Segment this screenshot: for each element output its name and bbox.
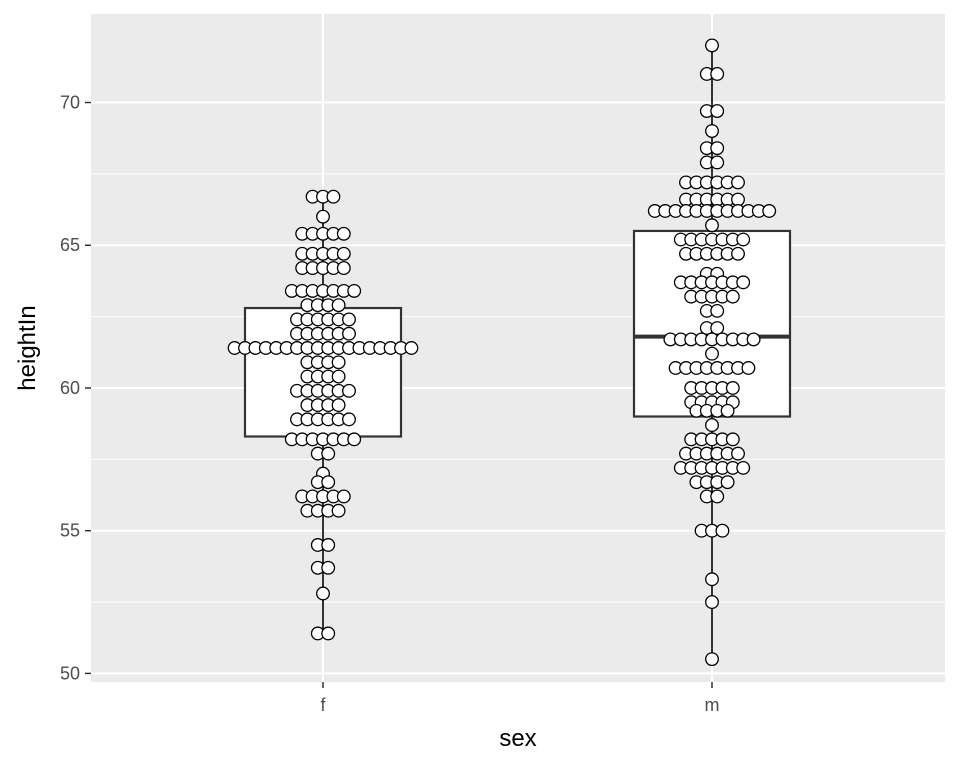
dot xyxy=(331,355,346,370)
dot xyxy=(321,475,336,490)
x-tick-label: m xyxy=(705,695,720,715)
x-tick-label: f xyxy=(320,695,326,715)
dot xyxy=(342,412,356,427)
dot xyxy=(705,38,719,53)
dot xyxy=(347,283,362,298)
dot xyxy=(731,446,745,461)
dot xyxy=(762,204,777,218)
dot xyxy=(331,298,346,313)
dot xyxy=(725,289,740,304)
dot xyxy=(321,626,336,641)
dot xyxy=(710,141,725,156)
dot xyxy=(705,652,719,667)
dot xyxy=(731,175,745,190)
dot xyxy=(342,312,356,327)
dot xyxy=(720,403,735,418)
dot xyxy=(710,155,725,170)
dot xyxy=(725,432,740,447)
dot xyxy=(321,538,336,552)
y-tick-label: 50 xyxy=(60,663,80,683)
y-axis-title: heightIn xyxy=(14,305,41,390)
dot xyxy=(746,332,761,347)
dot xyxy=(710,321,725,335)
y-axis: 50 55 60 65 70 xyxy=(60,92,91,683)
x-axis-title: sex xyxy=(499,725,536,752)
dot xyxy=(331,398,346,413)
dot xyxy=(336,261,351,276)
y-tick-label: 60 xyxy=(60,378,80,398)
dot xyxy=(720,475,735,490)
dot xyxy=(326,189,341,204)
plot-panel xyxy=(91,14,945,682)
dot xyxy=(731,246,745,261)
dot xyxy=(710,303,725,318)
dot xyxy=(331,503,346,518)
dot xyxy=(705,124,719,138)
y-tick-label: 70 xyxy=(60,92,80,112)
dot xyxy=(710,66,725,81)
dot xyxy=(731,192,745,207)
dot xyxy=(705,572,719,587)
dot xyxy=(736,460,751,475)
dot xyxy=(715,523,730,538)
y-tick-label: 65 xyxy=(60,235,80,255)
dot xyxy=(725,381,740,395)
dot xyxy=(736,232,751,247)
dot xyxy=(336,489,351,504)
dot xyxy=(710,104,725,119)
y-tick-label: 55 xyxy=(60,521,80,541)
dot xyxy=(321,560,336,575)
dot xyxy=(404,341,419,355)
dot xyxy=(705,346,719,361)
dot xyxy=(741,361,756,375)
dot xyxy=(336,226,351,241)
dot xyxy=(710,489,725,504)
dot xyxy=(347,432,362,447)
dot xyxy=(316,586,330,601)
dot-layer xyxy=(227,38,777,667)
dot xyxy=(331,369,346,384)
dot xyxy=(321,446,336,461)
dot xyxy=(705,218,719,233)
dot xyxy=(705,595,719,610)
dot xyxy=(342,383,356,398)
dot xyxy=(316,209,330,224)
dot xyxy=(336,246,351,261)
minor-gridlines xyxy=(91,173,945,603)
dot xyxy=(736,275,751,290)
dot xyxy=(705,418,719,433)
dot xyxy=(342,326,356,341)
